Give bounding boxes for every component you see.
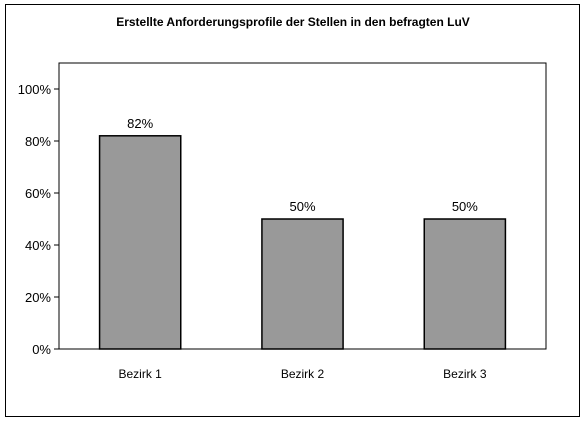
x-tick-label: Bezirk 1: [118, 367, 162, 381]
y-tick-label: 40%: [25, 238, 51, 253]
bar: [261, 218, 344, 350]
bars: 82% 50% 50%: [98, 116, 507, 350]
y-tick-label: 0%: [32, 342, 51, 357]
data-label: 50%: [452, 199, 478, 214]
chart-title: Erstellte Anforderungsprofile der Stelle…: [116, 15, 470, 29]
data-label: 50%: [289, 199, 315, 214]
bar: [98, 135, 182, 350]
data-label: 82%: [127, 116, 153, 131]
x-tick-label: Bezirk 3: [443, 367, 487, 381]
y-axis: 0% 20% 40% 60% 80% 100%: [18, 82, 59, 357]
y-tick-label: 100%: [18, 82, 52, 97]
y-tick-label: 80%: [25, 134, 51, 149]
bar: [423, 218, 507, 350]
y-tick-label: 60%: [25, 186, 51, 201]
x-tick-label: Bezirk 2: [281, 367, 325, 381]
y-tick-label: 20%: [25, 290, 51, 305]
x-axis: Bezirk 1 Bezirk 2 Bezirk 3: [118, 367, 486, 381]
